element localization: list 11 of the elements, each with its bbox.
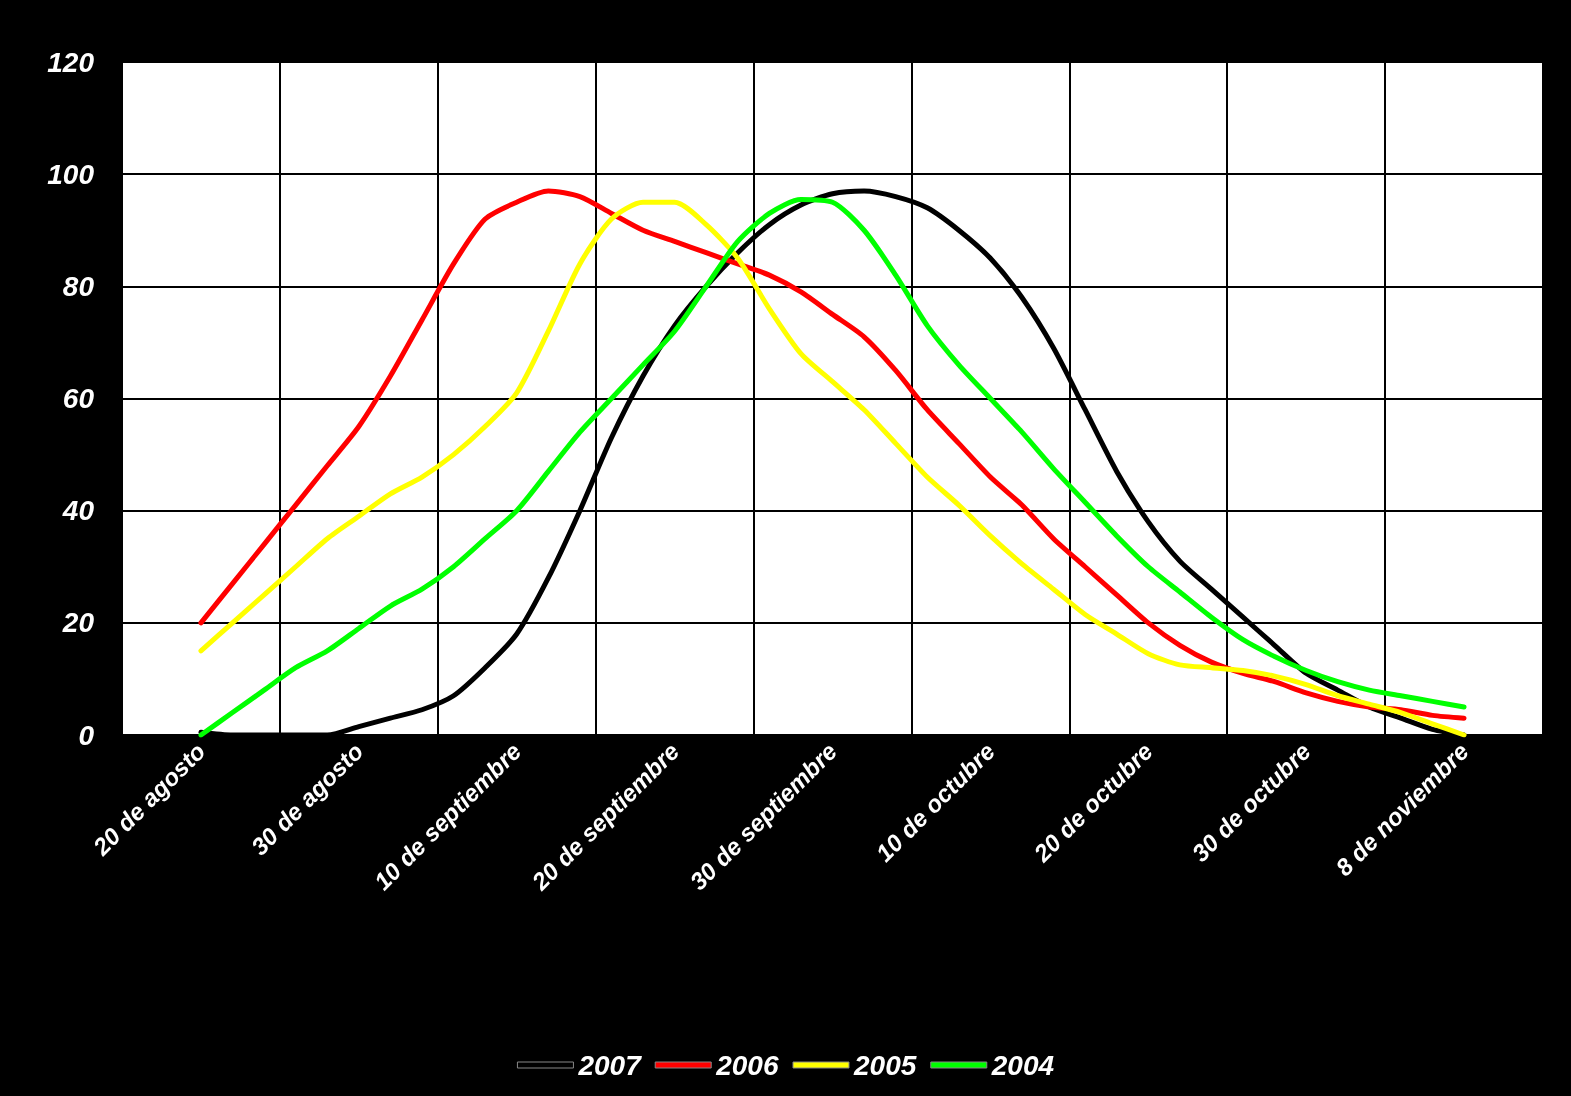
y-tick-label: 40: [61, 495, 95, 527]
legend-label: 2005: [853, 1049, 917, 1081]
y-tick-label: 100: [47, 158, 95, 190]
y-tick-label: 0: [78, 719, 95, 751]
legend-label: 2004: [990, 1049, 1055, 1081]
legend-label: 2006: [715, 1049, 779, 1081]
y-tick-label: 80: [62, 270, 95, 302]
y-tick-label: 120: [47, 46, 95, 78]
y-tick-label: 60: [62, 383, 95, 414]
y-tick-label: 20: [61, 607, 95, 639]
legend-label: 2007: [577, 1049, 643, 1081]
